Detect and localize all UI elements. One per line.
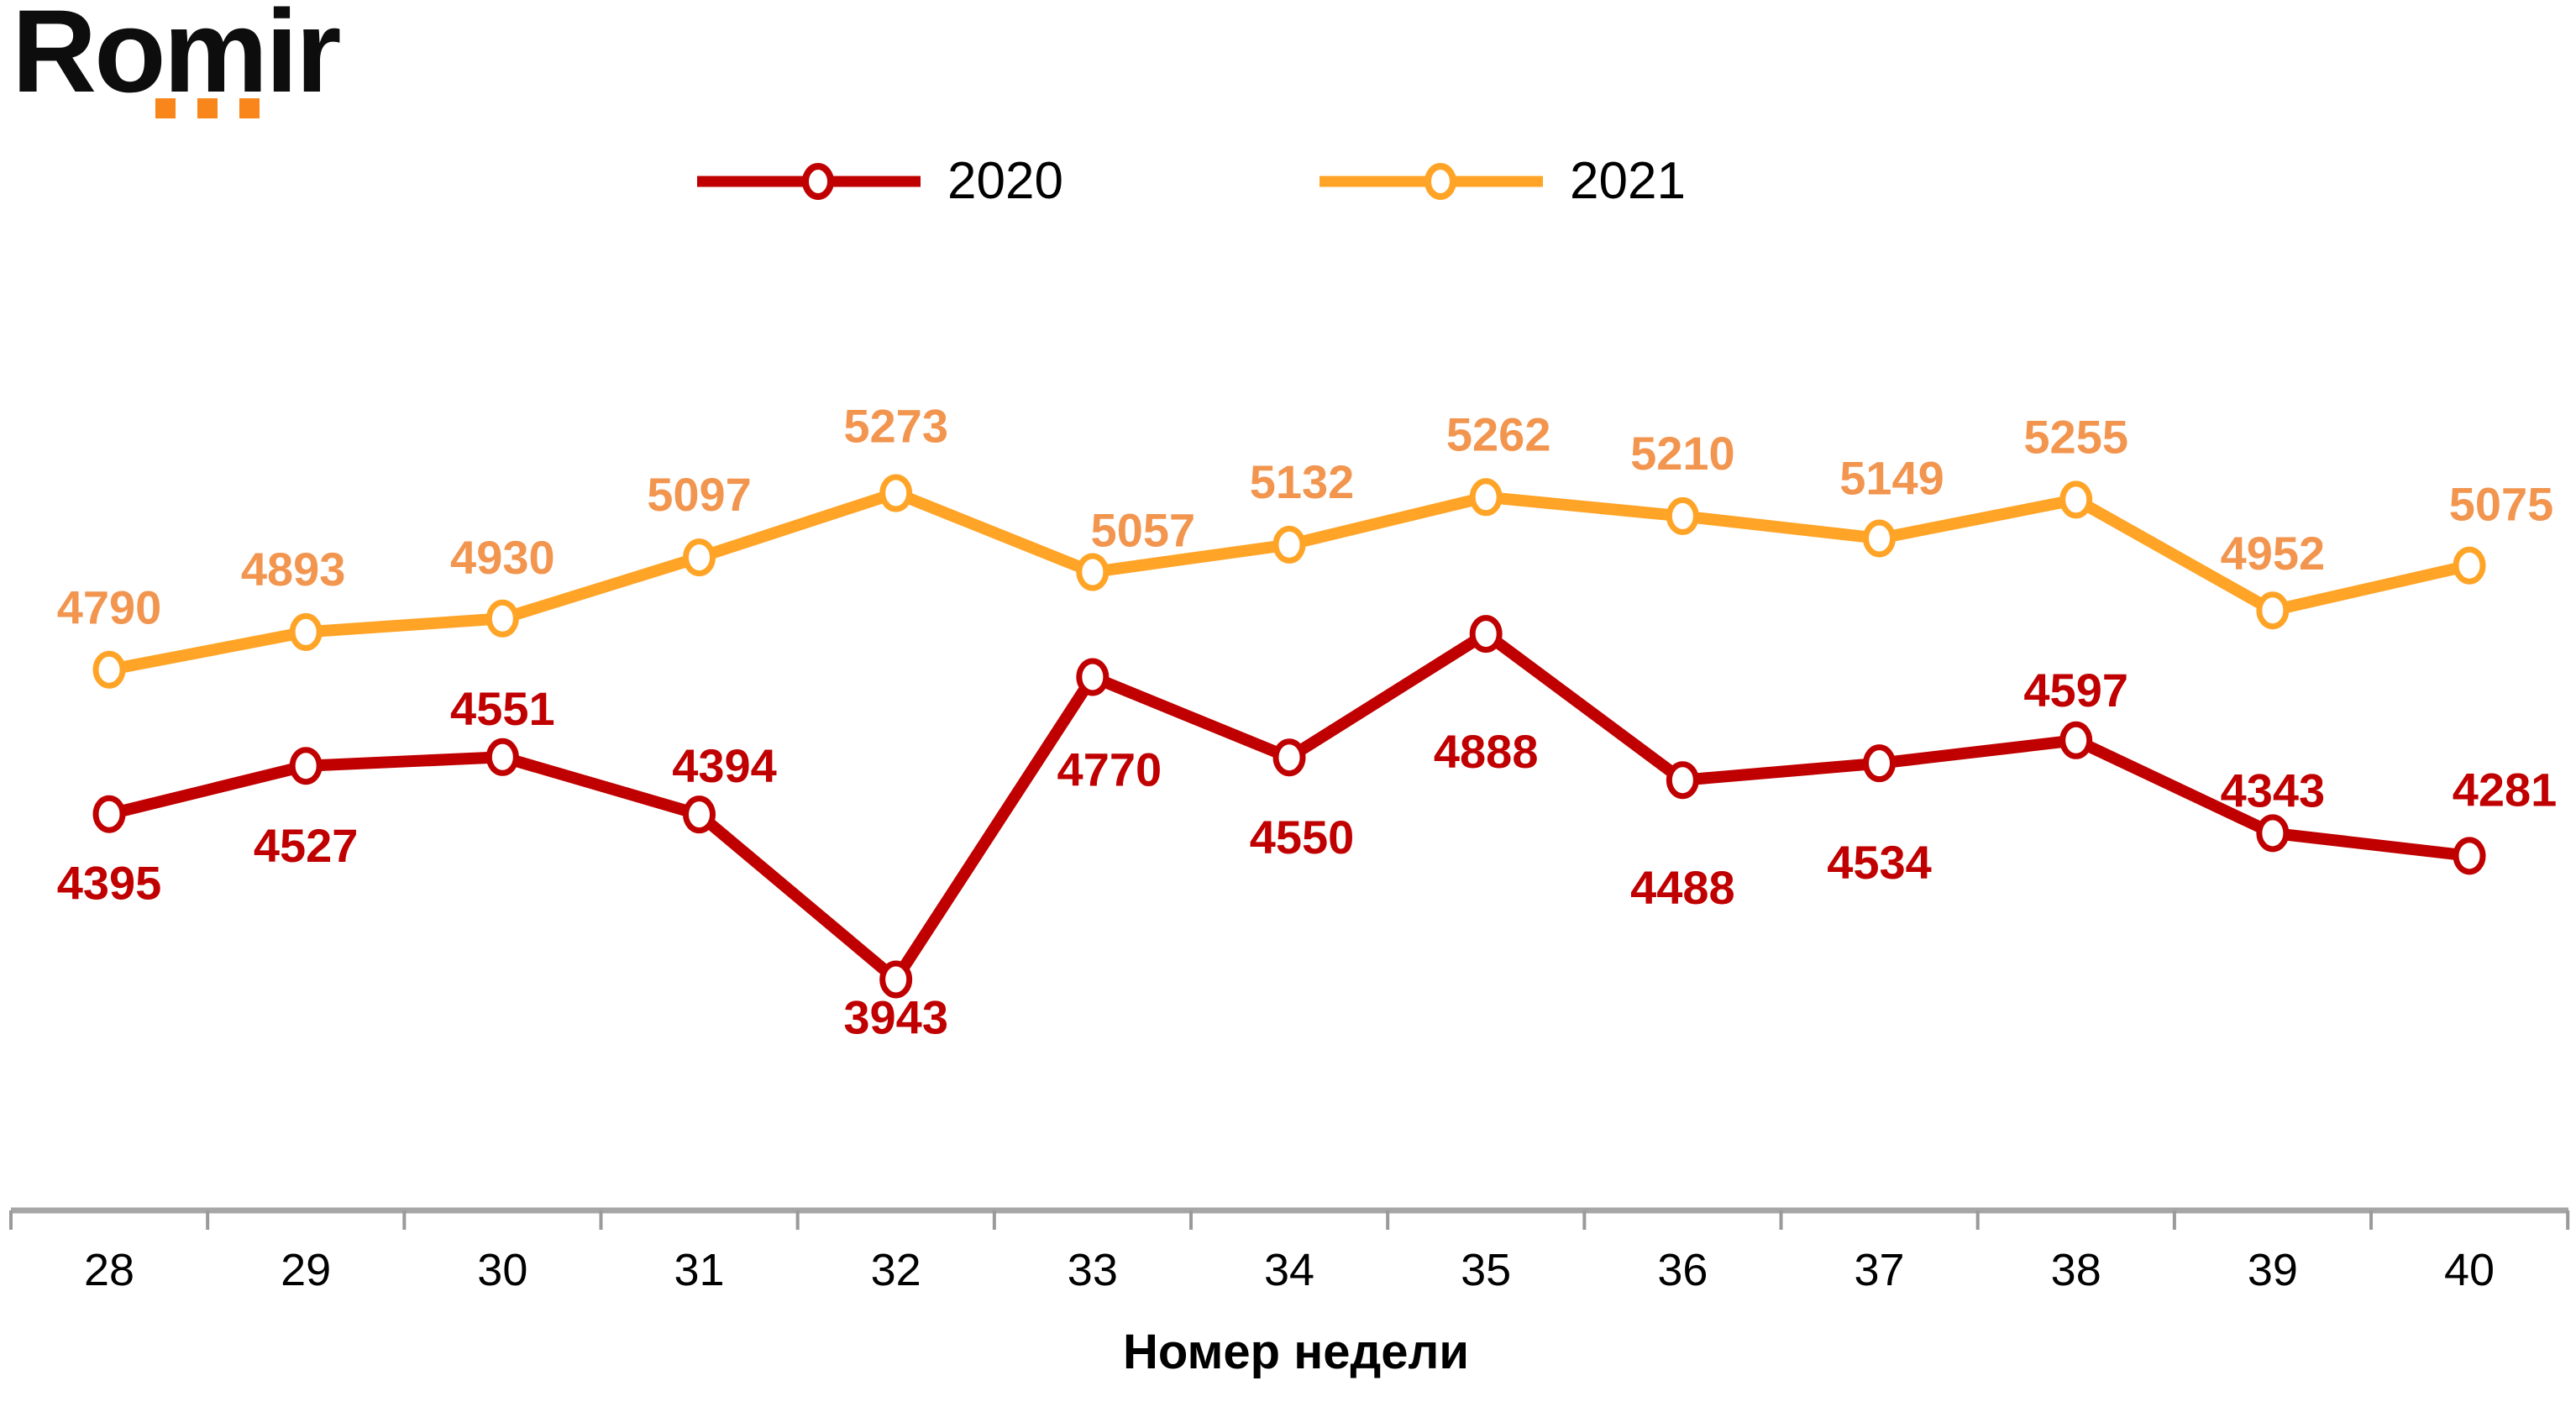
data-point-marker-2021	[289, 612, 323, 651]
data-point-label-2020: 4395	[57, 857, 162, 910]
legend-item-2020: 2020	[695, 155, 1063, 208]
data-point-marker-2021	[2059, 480, 2093, 519]
data-point-marker-2021	[1666, 496, 1699, 535]
legend-label-2020: 2020	[947, 152, 1063, 210]
chart-legend: 2020 2021	[0, 155, 2576, 208]
legend-swatch-2021-icon	[1319, 163, 1543, 200]
x-axis-tick-label: 32	[871, 1245, 921, 1295]
x-axis-tick-label: 29	[281, 1245, 331, 1295]
data-point-marker-2020	[1863, 744, 1897, 783]
data-point-marker-2021	[92, 650, 126, 689]
x-axis-title: Номер недели	[1122, 1325, 1470, 1379]
data-point-label-2021: 5097	[647, 468, 752, 521]
x-axis-tick-label: 30	[477, 1245, 527, 1295]
data-point-label-2020: 4888	[1434, 725, 1539, 778]
data-point-label-2021: 5273	[843, 400, 948, 453]
legend-swatch-2020-icon	[697, 163, 921, 200]
legend-label-2021: 2021	[1570, 152, 1686, 210]
data-point-label-2020: 4394	[672, 739, 777, 792]
data-point-label-2020: 4534	[1827, 836, 1932, 889]
x-axis-tick-label: 37	[1854, 1245, 1904, 1295]
data-point-marker-2021	[879, 474, 913, 512]
x-axis-tick-label: 38	[2051, 1245, 2101, 1295]
data-point-marker-2020	[1272, 738, 1306, 777]
data-point-marker-2021	[683, 538, 716, 577]
romir-logo-dot-icon	[197, 98, 218, 118]
data-point-label-2020: 4281	[2453, 763, 2558, 816]
data-point-label-2020: 4770	[1057, 743, 1162, 795]
data-point-label-2021: 5149	[1839, 451, 1944, 504]
data-point-marker-2021	[1272, 525, 1306, 564]
data-point-marker-2021	[2256, 591, 2290, 630]
x-axis-tick-label: 39	[2248, 1245, 2298, 1295]
data-point-marker-2020	[92, 795, 126, 833]
data-point-marker-2021	[485, 599, 519, 638]
x-axis-tick-label: 33	[1068, 1245, 1118, 1295]
x-axis-tick-label: 34	[1264, 1245, 1314, 1295]
data-point-marker-2021	[1863, 519, 1897, 558]
data-point-marker-2020	[1469, 615, 1503, 654]
data-point-marker-2020	[1076, 658, 1110, 696]
data-point-marker-2020	[2453, 837, 2486, 875]
data-point-marker-2020	[683, 795, 716, 834]
romir-logo-text: Romir	[12, 0, 341, 117]
data-point-label-2020: 3943	[843, 990, 948, 1043]
legend-item-2021: 2021	[1318, 155, 1686, 208]
data-point-marker-2020	[2059, 721, 2093, 759]
data-point-marker-2020	[485, 738, 519, 776]
data-point-marker-2020	[879, 960, 913, 999]
data-point-label-2020: 4551	[450, 682, 555, 735]
data-point-label-2020: 4550	[1250, 811, 1355, 864]
data-point-label-2021: 5262	[1446, 407, 1551, 460]
romir-logo-dot-icon	[155, 98, 176, 118]
data-point-label-2021: 4930	[450, 531, 555, 584]
data-point-label-2020: 4527	[254, 819, 359, 872]
data-point-marker-2020	[2256, 814, 2290, 853]
data-point-label-2021: 5075	[2449, 478, 2554, 531]
data-point-marker-2021	[1076, 553, 1110, 591]
x-axis-tick-label: 28	[84, 1245, 134, 1295]
data-point-label-2021: 4790	[57, 581, 162, 634]
data-point-label-2021: 4952	[2221, 527, 2326, 580]
x-axis-tick-label: 35	[1461, 1245, 1511, 1295]
x-axis-tick-label: 40	[2444, 1245, 2495, 1295]
data-point-label-2021: 5132	[1250, 455, 1355, 508]
romir-logo-dot-icon	[239, 98, 260, 118]
data-point-label-2020: 4597	[2023, 664, 2128, 717]
data-point-marker-2021	[2453, 546, 2486, 585]
x-axis-tick-label: 36	[1657, 1245, 1708, 1295]
data-point-label-2020: 4343	[2221, 764, 2326, 816]
data-point-marker-2020	[1666, 761, 1699, 800]
data-point-label-2021: 5057	[1091, 504, 1196, 557]
data-point-label-2021: 5210	[1630, 427, 1735, 480]
data-point-marker-2021	[1469, 478, 1503, 517]
data-point-label-2021: 5255	[2023, 410, 2128, 463]
data-point-marker-2020	[289, 747, 323, 785]
data-point-label-2021: 4893	[241, 543, 346, 596]
data-point-label-2020: 4488	[1630, 861, 1735, 914]
romir-logo: Romir	[12, 0, 341, 118]
x-axis-tick-label: 31	[674, 1245, 724, 1295]
